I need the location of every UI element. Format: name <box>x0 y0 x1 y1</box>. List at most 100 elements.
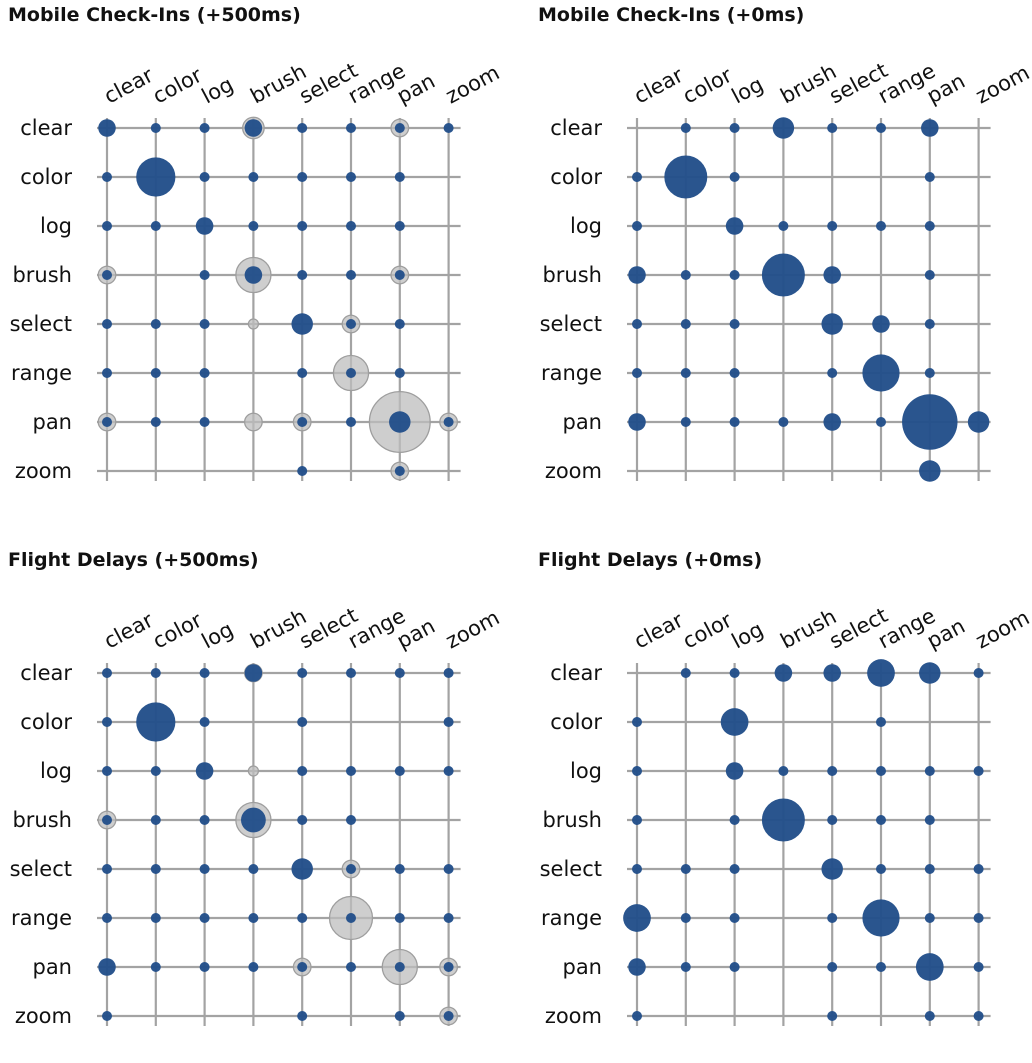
y-tick-label: select <box>540 857 602 881</box>
data-bubble <box>394 668 405 678</box>
data-bubble <box>924 172 935 182</box>
y-tick-label: select <box>10 312 72 336</box>
chart-title: Flight Delays (+0ms) <box>538 549 763 571</box>
data-bubble <box>244 119 263 137</box>
data-bubble <box>623 904 651 932</box>
x-tick-label: color <box>679 63 736 109</box>
data-bubble <box>150 864 161 874</box>
data-bubble <box>394 913 405 923</box>
y-tick-label: select <box>10 857 72 881</box>
data-bubble <box>394 962 405 972</box>
data-bubble <box>136 702 176 742</box>
x-tick-label: clear <box>630 608 687 654</box>
data-bubble <box>823 266 841 284</box>
data-bubble <box>297 1011 308 1021</box>
data-bubble <box>725 217 744 235</box>
x-tick-label: clear <box>630 63 687 109</box>
data-bubble <box>628 266 646 284</box>
data-bubble <box>150 221 161 231</box>
data-bubble <box>150 417 161 427</box>
data-bubble <box>761 253 805 297</box>
data-bubble <box>632 1011 642 1021</box>
data-bubble <box>346 668 356 678</box>
y-tick-label: color <box>20 710 72 734</box>
data-bubble <box>102 864 112 874</box>
data-bubble <box>297 417 308 427</box>
data-bubble <box>443 864 454 874</box>
data-bubble <box>628 958 646 976</box>
data-bubble <box>924 766 935 776</box>
data-bubble <box>102 368 112 378</box>
x-tick-label: log <box>728 617 768 653</box>
data-bubble <box>389 411 411 433</box>
y-tick-label: pan <box>32 410 72 434</box>
data-bubble <box>729 319 740 329</box>
y-tick-label: zoom <box>545 1004 602 1028</box>
data-bubble <box>297 172 308 182</box>
y-tick-label: zoom <box>15 459 72 483</box>
data-bubble <box>778 766 789 776</box>
data-bubble <box>872 315 890 333</box>
data-bubble <box>102 172 112 182</box>
data-bubble <box>821 313 843 335</box>
y-tick-label: brush <box>542 263 602 287</box>
chart-panel-flight-0ms: Flight Delays (+0ms) clear color log brush s… <box>530 545 1032 1063</box>
data-bubble <box>443 766 454 776</box>
data-bubble <box>199 668 210 678</box>
data-bubble <box>394 466 405 476</box>
data-bubble <box>291 858 313 880</box>
y-tick-label: brush <box>12 808 72 832</box>
data-bubble <box>967 411 990 433</box>
y-tick-label: color <box>550 165 602 189</box>
data-bubble <box>346 766 356 776</box>
data-bubble <box>725 762 744 780</box>
data-bubble <box>244 664 263 682</box>
data-bubble <box>102 270 112 280</box>
x-tick-label: color <box>679 608 736 654</box>
data-bubble <box>443 913 454 923</box>
data-bubble <box>346 913 356 923</box>
data-bubble <box>729 913 740 923</box>
data-bubble <box>632 717 642 727</box>
data-bubble <box>876 962 886 972</box>
data-bubble <box>150 123 161 133</box>
data-bubble <box>876 717 886 727</box>
data-bubble <box>924 270 935 280</box>
x-tick-label: log <box>198 617 238 653</box>
data-bubble <box>680 270 691 280</box>
data-bubble <box>729 815 740 825</box>
data-bubble <box>924 319 935 329</box>
data-bubble <box>729 172 740 182</box>
x-tick-label: clear <box>100 608 157 654</box>
data-bubble <box>919 662 941 684</box>
data-bubble <box>248 962 259 972</box>
data-bubble <box>915 953 944 981</box>
data-bubble <box>199 864 210 874</box>
data-bubble <box>195 217 214 235</box>
data-bubble <box>102 319 112 329</box>
y-tick-label: zoom <box>15 1004 72 1028</box>
data-bubble <box>827 962 838 972</box>
y-tick-label: range <box>11 361 72 385</box>
data-bubble <box>924 815 935 825</box>
y-tick-label: log <box>570 214 602 238</box>
bubble-matrix-chart: clearcolorlogbrushselectrangepanzoomclea… <box>540 603 1030 1028</box>
y-tick-label: pan <box>562 410 602 434</box>
bubble-matrix-chart: clearcolorlogbrushselectrangepanzoomclea… <box>540 58 1030 483</box>
data-bubble <box>973 962 984 972</box>
data-bubble <box>199 913 210 923</box>
data-bubble <box>924 913 935 923</box>
data-bubble <box>244 266 263 284</box>
data-bubble <box>98 119 116 137</box>
chart-title: Flight Delays (+500ms) <box>8 549 259 571</box>
x-tick-label: log <box>198 72 238 108</box>
bubble-matrix-chart: clearcolorlogbrushselectrangepanzoomclea… <box>10 603 504 1028</box>
data-bubble <box>150 368 161 378</box>
data-bubble <box>394 270 405 280</box>
data-bubble <box>973 1011 984 1021</box>
data-bubble <box>346 815 356 825</box>
y-tick-label: range <box>541 361 602 385</box>
data-bubble <box>394 123 405 133</box>
data-bubble <box>199 417 210 427</box>
data-bubble <box>680 319 691 329</box>
